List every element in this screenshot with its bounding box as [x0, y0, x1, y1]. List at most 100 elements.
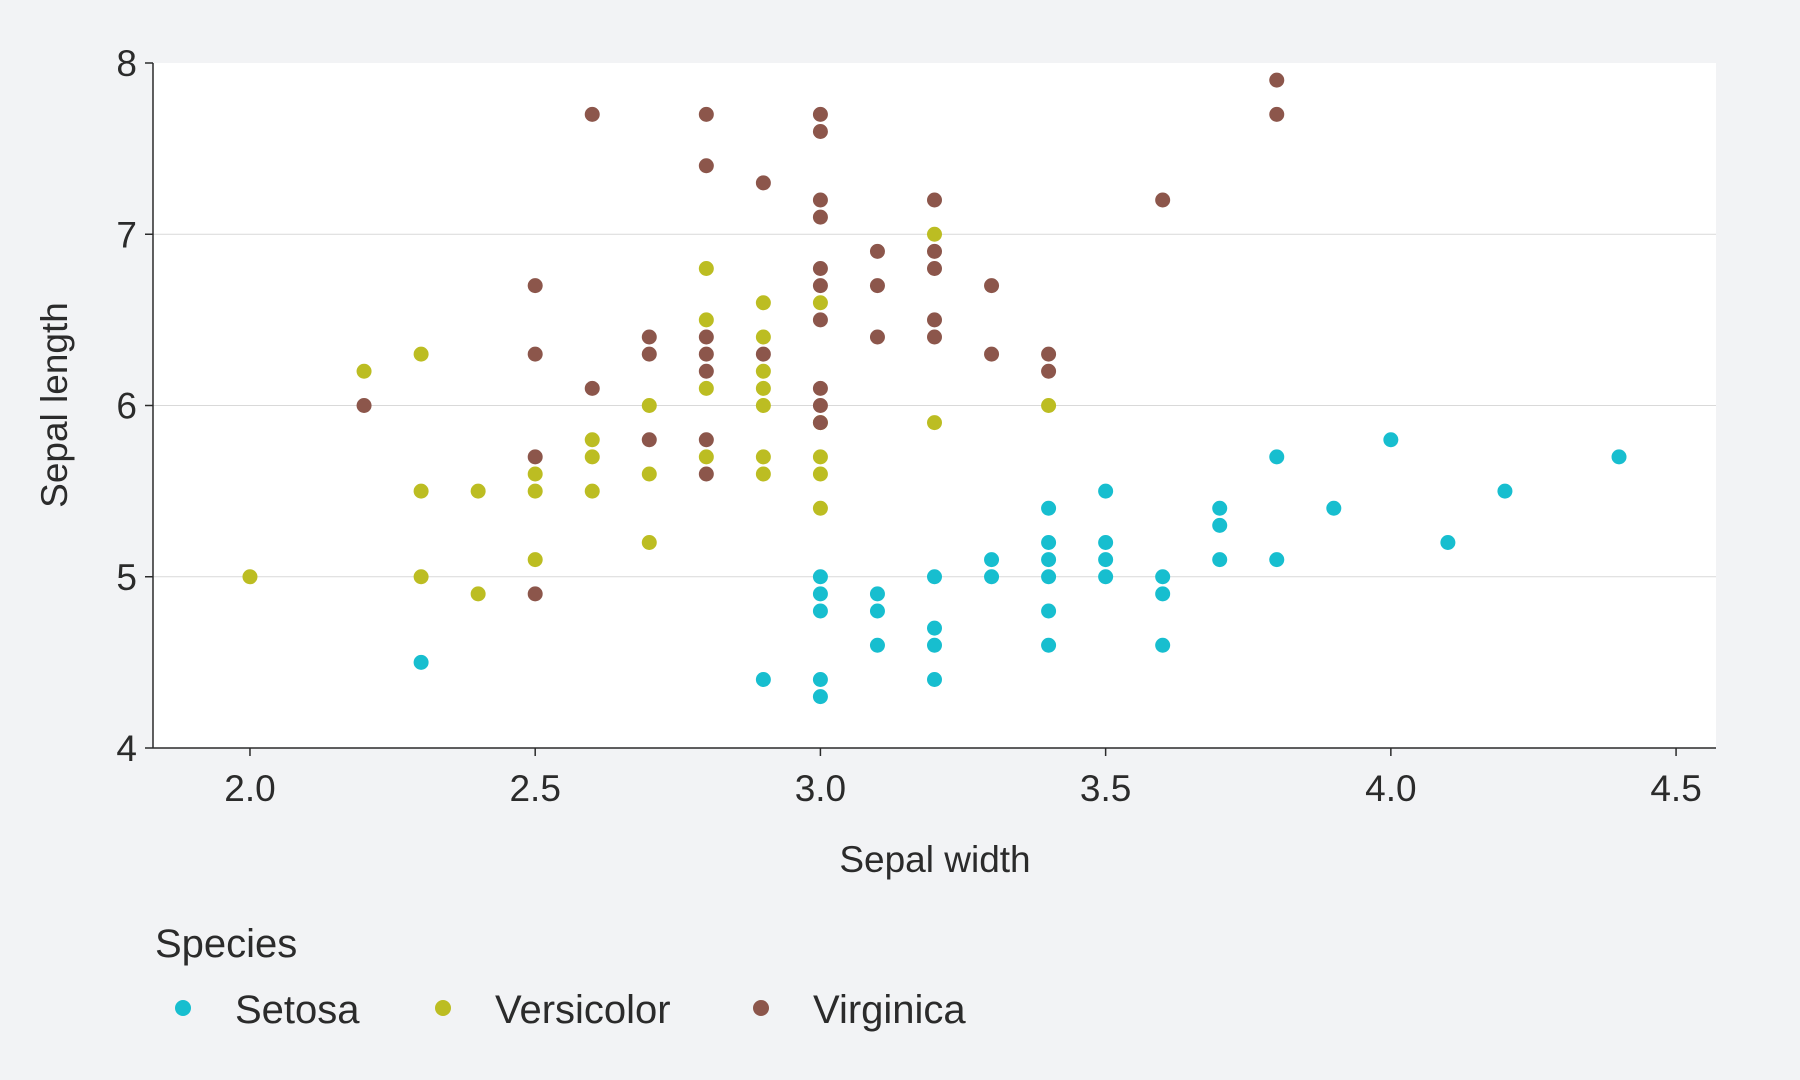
- y-tick-label: 6: [116, 386, 137, 427]
- legend-label-virginica: Virginica: [813, 988, 966, 1032]
- data-point-setosa: [984, 569, 1000, 585]
- data-point-setosa: [1497, 483, 1513, 499]
- legend: Species Setosa Versicolor Virginica: [155, 922, 966, 1032]
- x-tick-label: 3.5: [1080, 768, 1131, 809]
- data-point-versicolor: [584, 449, 600, 465]
- data-point-versicolor: [584, 483, 600, 499]
- data-point-setosa: [413, 654, 429, 670]
- data-point-virginica: [812, 209, 828, 225]
- y-tick-label: 7: [116, 214, 137, 255]
- data-point-setosa: [1155, 586, 1171, 602]
- data-point-versicolor: [755, 449, 771, 465]
- data-point-setosa: [1041, 500, 1057, 516]
- x-axis-title: Sepal width: [839, 839, 1030, 880]
- data-point-versicolor: [812, 466, 828, 482]
- data-point-setosa: [984, 552, 1000, 568]
- data-point-setosa: [1212, 517, 1228, 533]
- legend-title: Species: [155, 922, 297, 966]
- data-point-virginica: [1041, 363, 1057, 379]
- y-axis-title: Sepal length: [34, 302, 75, 508]
- data-point-setosa: [927, 569, 942, 585]
- data-point-virginica: [698, 363, 714, 379]
- data-point-versicolor: [755, 380, 771, 396]
- x-tick-label: 3.0: [795, 768, 846, 809]
- data-point-versicolor: [584, 432, 600, 448]
- data-point-virginica: [584, 106, 600, 122]
- data-point-virginica: [927, 312, 942, 328]
- data-point-setosa: [869, 603, 885, 619]
- legend-label-versicolor: Versicolor: [495, 988, 671, 1032]
- data-point-virginica: [812, 415, 828, 431]
- y-axis-ticks: 4 5 6 7 8: [116, 43, 153, 769]
- data-point-setosa: [1041, 569, 1057, 585]
- data-point-virginica: [527, 449, 543, 465]
- data-point-versicolor: [641, 535, 657, 550]
- x-tick-label: 4.0: [1365, 768, 1416, 809]
- data-point-virginica: [812, 312, 828, 328]
- data-point-virginica: [698, 346, 714, 362]
- data-point-setosa: [1212, 552, 1228, 568]
- data-point-versicolor: [812, 449, 828, 465]
- data-point-virginica: [698, 158, 714, 174]
- data-point-versicolor: [698, 449, 714, 465]
- data-point-virginica: [641, 329, 657, 345]
- data-point-versicolor: [755, 329, 771, 345]
- data-point-virginica: [356, 398, 372, 413]
- data-point-versicolor: [641, 398, 657, 413]
- data-point-virginica: [984, 278, 1000, 294]
- data-point-versicolor: [698, 380, 714, 396]
- x-tick-label: 2.5: [509, 768, 560, 809]
- data-point-versicolor: [755, 398, 771, 413]
- data-point-virginica: [1269, 106, 1285, 122]
- data-point-virginica: [755, 346, 771, 362]
- data-point-virginica: [698, 329, 714, 345]
- data-point-versicolor: [413, 569, 429, 585]
- data-point-virginica: [812, 124, 828, 139]
- data-point-setosa: [1212, 500, 1228, 516]
- legend-marker-virginica: [753, 1000, 769, 1016]
- data-point-setosa: [1611, 449, 1627, 465]
- data-point-setosa: [1155, 569, 1171, 585]
- data-point-versicolor: [470, 483, 486, 499]
- data-point-setosa: [1041, 535, 1057, 550]
- x-tick-label: 4.5: [1650, 768, 1701, 809]
- data-point-virginica: [641, 346, 657, 362]
- data-point-virginica: [641, 432, 657, 448]
- data-point-versicolor: [812, 295, 828, 311]
- data-point-versicolor: [698, 312, 714, 328]
- legend-label-setosa: Setosa: [235, 988, 360, 1032]
- data-point-setosa: [1440, 535, 1456, 550]
- data-point-setosa: [869, 637, 885, 653]
- data-point-virginica: [927, 243, 942, 259]
- data-point-versicolor: [927, 226, 942, 242]
- data-point-virginica: [527, 346, 543, 362]
- data-point-setosa: [812, 603, 828, 619]
- data-point-versicolor: [812, 500, 828, 516]
- data-point-setosa: [1098, 535, 1114, 550]
- data-point-virginica: [755, 175, 771, 191]
- data-point-virginica: [869, 278, 885, 294]
- y-tick-label: 8: [116, 43, 137, 84]
- data-point-virginica: [527, 278, 543, 294]
- data-point-versicolor: [527, 552, 543, 568]
- data-point-setosa: [1326, 500, 1342, 516]
- data-point-setosa: [1098, 552, 1114, 568]
- data-point-virginica: [584, 380, 600, 396]
- data-point-setosa: [1098, 569, 1114, 585]
- data-point-virginica: [927, 261, 942, 276]
- data-point-versicolor: [413, 346, 429, 362]
- data-point-setosa: [869, 586, 885, 602]
- data-point-virginica: [984, 346, 1000, 362]
- data-point-setosa: [1041, 552, 1057, 568]
- data-point-versicolor: [527, 483, 543, 499]
- data-point-virginica: [527, 586, 543, 602]
- data-point-setosa: [927, 637, 942, 653]
- data-point-setosa: [812, 672, 828, 687]
- data-point-setosa: [1155, 637, 1171, 653]
- data-point-setosa: [812, 569, 828, 585]
- data-point-virginica: [812, 192, 828, 208]
- data-point-virginica: [927, 192, 942, 208]
- data-point-virginica: [1269, 72, 1285, 88]
- data-point-setosa: [927, 620, 942, 636]
